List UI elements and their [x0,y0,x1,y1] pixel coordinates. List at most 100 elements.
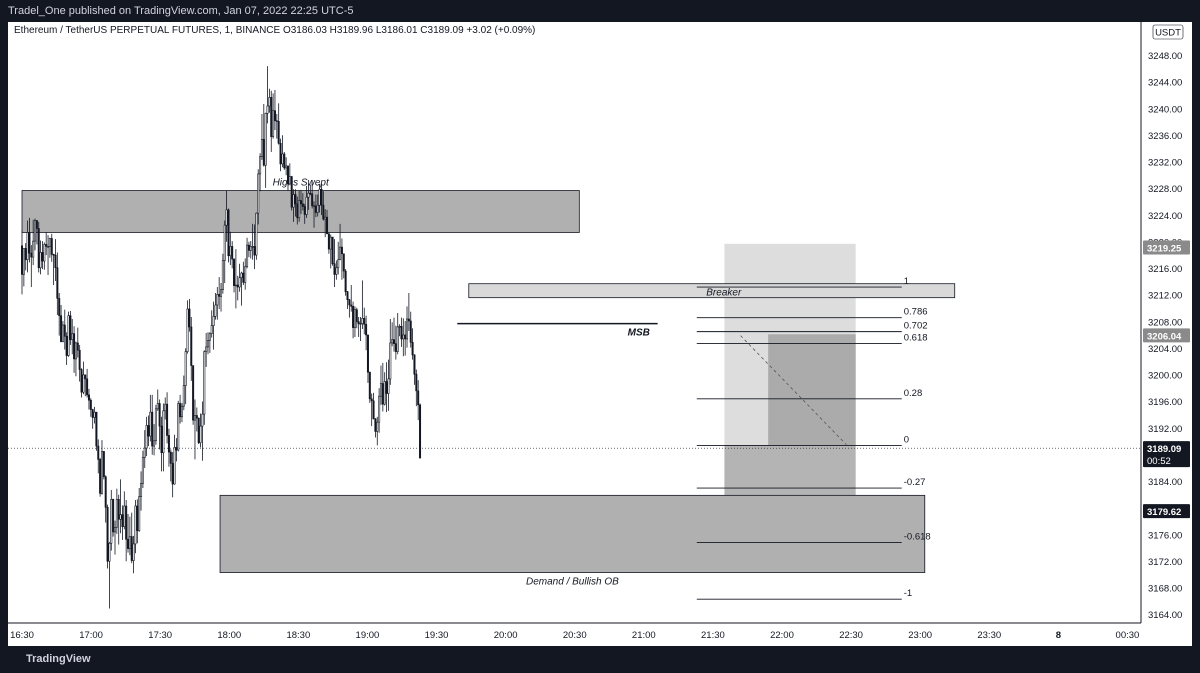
candle-body [60,315,63,342]
x-tick-label: 19:00 [356,630,380,641]
x-tick-label: 23:30 [977,630,1001,641]
candle-body [264,113,267,166]
candle-body [156,403,159,410]
candle-body [119,514,122,520]
candle-body [244,266,247,283]
candle-body [391,339,394,344]
candle-body [132,543,135,561]
candle-body [138,496,141,531]
y-tick-label: 3216.00 [1148,264,1182,275]
candle-body [316,204,319,213]
candle-body [411,341,414,356]
candle-body [63,324,66,337]
candle-body [80,369,83,393]
candle-body [383,381,386,405]
candle-body [69,315,72,340]
price-label-countdown: 00:52 [1147,456,1171,467]
candle-body [381,383,384,405]
candle-body [177,403,180,451]
candle-body [167,435,170,453]
x-tick-label: 17:00 [79,630,103,641]
candle-body [108,542,111,562]
candle-body [100,451,103,494]
candle-body [225,209,228,226]
candle-body [313,205,316,207]
candle-body [205,346,208,352]
candle-body [175,447,178,451]
candle-body [301,203,304,207]
brand-footer: TradingView [0,646,1200,673]
candle-body [99,459,102,494]
candle-body [65,335,68,356]
candle-body [229,246,232,257]
candle-body [203,351,206,415]
candle-body [186,308,189,352]
candle-body [210,325,213,334]
candle-body [370,398,373,402]
x-tick-label: 22:00 [770,630,794,641]
candle-body [110,499,113,544]
candle-body [173,447,176,485]
candle-body [149,411,152,437]
candle-body [30,252,33,258]
candle-body [279,142,282,165]
y-tick-label: 3208.00 [1148,317,1182,328]
y-tick-label: 3212.00 [1148,291,1182,302]
candle-body [82,374,85,393]
candle-body [218,294,221,297]
candle-body [35,220,38,229]
candle-body [406,318,409,340]
candle-body [275,120,278,122]
candle-body [396,326,399,352]
candle-body [292,194,295,208]
chart-area[interactable]: Highs Swept Breaker Demand / Bullish OB MSB… [8,22,1192,646]
candle-body [413,354,416,375]
candle-body [71,333,74,340]
candle-body [398,326,401,328]
fib-level-label: 0.702 [904,321,928,332]
candle-body [322,204,325,220]
candle-body [127,538,130,549]
candle-body [392,339,395,344]
candle-body [214,304,217,317]
candle-body [221,260,224,291]
candle-body [409,320,412,343]
candle-body [372,400,375,420]
candle-body [294,194,297,205]
candle-body [216,294,219,306]
candle-body [262,138,265,166]
y-tick-label: 3164.00 [1148,610,1182,621]
y-tick-label: 3204.00 [1148,344,1182,355]
candle-body [223,224,226,261]
candle-body [400,326,403,340]
candle-body [169,451,172,464]
candle-body [190,326,193,366]
candle-body [253,246,256,256]
candle-body [128,536,131,549]
candle-body [298,200,301,219]
candlestick-chart[interactable]: Highs Swept Breaker Demand / Bullish OB MSB… [8,22,1192,646]
candle-body [91,409,94,418]
fib-level-label: 1 [904,276,909,287]
candle-body [355,309,358,322]
x-tick-label: 18:00 [217,630,241,641]
candle-body [340,246,343,255]
candle-body [305,196,308,215]
candle-body [130,536,133,561]
candle-body [329,236,332,250]
candle-body [331,236,334,265]
fib-level-label: 0.28 [904,388,923,399]
candle-body [140,483,143,497]
candle-body [188,308,191,328]
y-tick-label: 3236.00 [1148,131,1182,142]
candle-body [50,238,53,255]
candle-body [89,399,92,410]
fib-level-label: -0.27 [904,477,926,488]
candle-body [34,220,37,242]
y-tick-label: 3192.00 [1148,424,1182,435]
candle-body [67,315,70,356]
symbol-ohlc-line: Ethereum / TetherUS PERPETUAL FUTURES, 1… [14,25,536,36]
candle-body [394,343,397,352]
candle-body [363,318,366,325]
candle-body [288,176,291,185]
